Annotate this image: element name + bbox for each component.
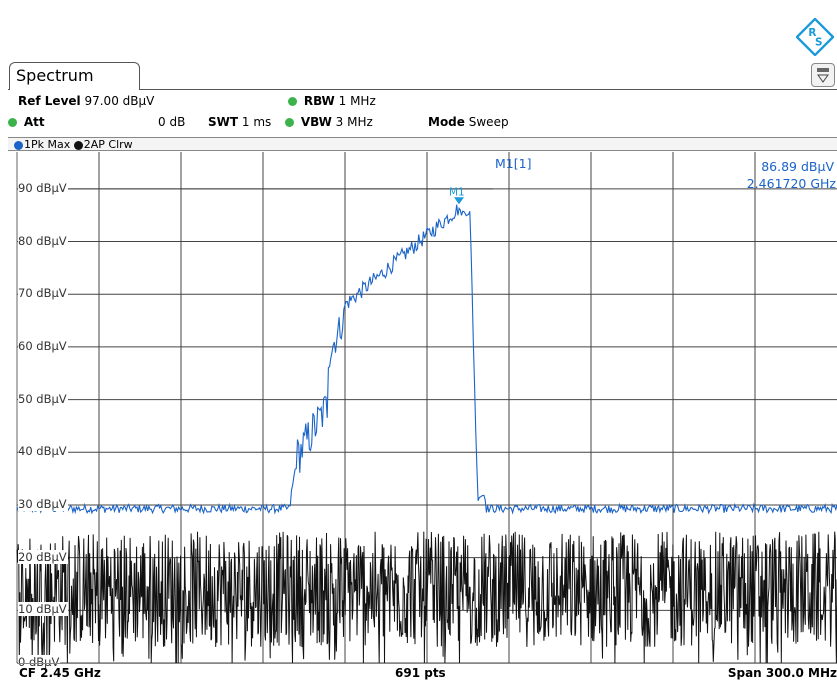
svg-text:S: S	[815, 37, 823, 49]
trace1-label: 1Pk Max	[24, 138, 71, 151]
y-tick-label: 0 dBµV	[18, 655, 61, 669]
rbw-label: RBW	[303, 94, 335, 108]
vbw-coupled-indicator	[285, 118, 294, 127]
marker-name: M1[1]	[495, 156, 532, 171]
swt-value: 1 ms	[241, 115, 272, 129]
mode-setting[interactable]: Mode Sweep	[428, 115, 509, 129]
plot-footer: CF 2.45 GHz 691 pts Span 300.0 MHz	[17, 663, 837, 682]
trace2-label: 2AP Clrw	[83, 138, 133, 151]
y-tick-label: 70 dBµV	[18, 286, 68, 301]
y-tick-label: 50 dBµV	[18, 391, 68, 406]
y-tick-label: 30 dBµV	[18, 496, 68, 511]
y-tick-label: 40 dBµV	[18, 444, 68, 459]
y-tick-label: 90 dBµV	[18, 180, 68, 195]
sweep-points: 691 pts	[395, 666, 446, 680]
tab-spectrum-label: Spectrum	[16, 66, 94, 85]
trace-legend-bar: 1Pk Max 2AP Clrw	[8, 137, 837, 151]
span: Span 300.0 MHz	[727, 666, 837, 680]
swt-label: SWT	[208, 115, 239, 129]
marker-level: 86.89 dBµV	[761, 159, 834, 174]
y-tick-label: 60 dBµV	[18, 338, 68, 353]
vbw-setting[interactable]: VBW 3 MHz	[285, 115, 373, 129]
marker-triangle-icon	[454, 197, 464, 205]
att-coupled-indicator	[8, 118, 17, 127]
ref-level-setting[interactable]: Ref Level 97.00 dBµV	[18, 94, 154, 108]
att-value: 0 dB	[158, 115, 186, 129]
y-tick-label: 10 dBµV	[18, 602, 68, 617]
trace-menu-button[interactable]	[811, 63, 835, 87]
svg-text:R: R	[808, 27, 816, 39]
ref-level-value: 97.00 dBµV	[84, 94, 155, 108]
y-tick-label: 20 dBµV	[18, 549, 68, 564]
vbw-value: 3 MHz	[335, 115, 373, 129]
rbw-value: 1 MHz	[338, 94, 376, 108]
rbw-setting[interactable]: RBW 1 MHz	[288, 94, 376, 108]
vbw-label: VBW	[300, 115, 332, 129]
att-label: Att	[23, 115, 45, 129]
rohde-schwarz-logo: R S	[796, 18, 834, 56]
att-setting[interactable]: Att	[8, 115, 45, 129]
trace-menu-icon	[817, 68, 829, 83]
mode-value: Sweep	[468, 115, 509, 129]
mode-label: Mode	[428, 115, 465, 129]
rbw-coupled-indicator	[288, 97, 297, 106]
trace1-dot-icon	[14, 140, 23, 150]
tab-divider	[140, 89, 837, 90]
tab-spectrum[interactable]: Spectrum	[9, 62, 140, 90]
marker-frequency: 2.461720 GHz	[746, 176, 836, 191]
trace2-legend[interactable]: 2AP Clrw	[73, 138, 133, 151]
center-frequency: CF 2.45 GHz	[19, 666, 101, 680]
trace2-line	[16, 531, 837, 664]
trace1-legend[interactable]: 1Pk Max	[14, 138, 74, 151]
y-tick-label: 80 dBµV	[18, 233, 68, 248]
swt-setting[interactable]: SWT 1 ms	[208, 115, 271, 129]
trace1-line	[16, 204, 837, 515]
marker-flag: M1	[449, 186, 465, 198]
trace2-dot-icon	[73, 140, 83, 150]
ref-level-label: Ref Level	[18, 94, 81, 108]
